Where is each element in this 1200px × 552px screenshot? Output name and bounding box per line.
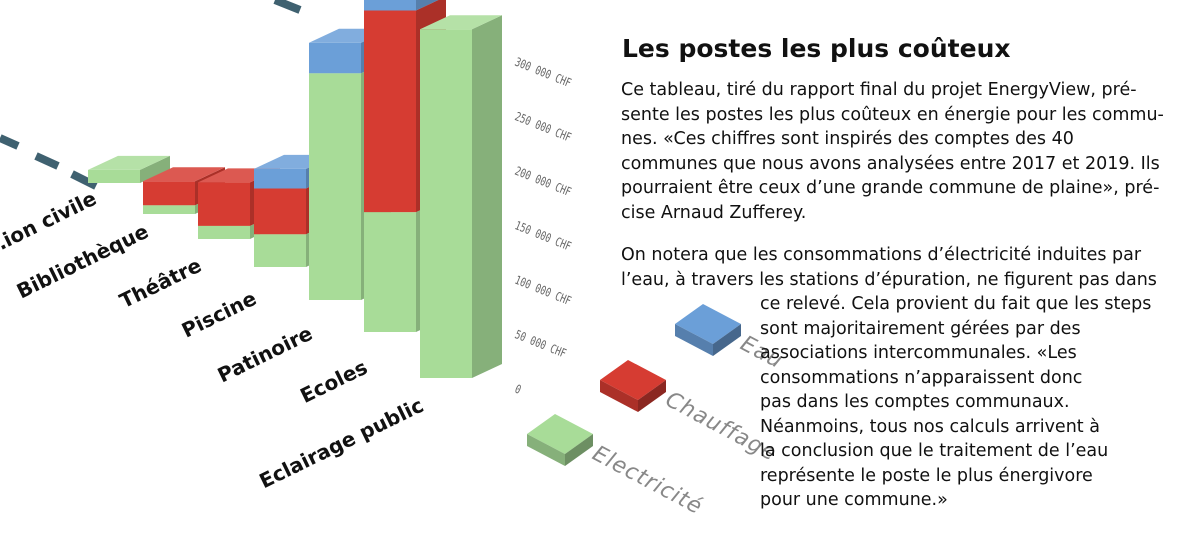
y-tick-label: 150 000 CHF (513, 219, 573, 254)
article-paragraph-2-bottom: ce relevé. Cela provient du fait que les… (760, 292, 1180, 513)
bar-electricite-patinoire (309, 73, 361, 300)
bar-chauffage-theatre (198, 182, 250, 226)
paragraph-2-line: sont majoritairement gérées par des (760, 318, 1081, 339)
legend-swatch (527, 414, 593, 454)
decor-dash (273, 0, 302, 14)
bar-top (420, 15, 502, 30)
paragraph-2-line: associations intercommunales. «Les (760, 343, 1077, 363)
paragraph-1-line: pourraient être ceux d’une grande commun… (621, 178, 1160, 198)
legend-swatch-side (713, 324, 741, 356)
y-tick-label: 250 000 CHF (513, 110, 573, 145)
category-label: Patinoire (214, 321, 316, 387)
legend-swatch-side (527, 434, 565, 466)
bar-side (140, 155, 170, 183)
legend-swatch-side (565, 434, 593, 466)
paragraph-1-line: cise Arnaud Zufferey. (621, 202, 807, 223)
bar-electricite-theatre (198, 225, 250, 239)
bar-electricite-bibliotheque (143, 205, 195, 214)
paragraph-2-line: la conclusion que le traitement de l’eau (760, 441, 1109, 461)
bar-electricite-ecoles (364, 212, 416, 332)
bar-electricite-ion-civile (88, 169, 140, 183)
article-paragraph-2-top: On notera que les consommations d’électr… (621, 243, 1196, 292)
bar-chauffage-piscine (254, 188, 306, 235)
paragraph-2-line: ce relevé. Cela provient du fait que les… (760, 294, 1152, 314)
category-label: Théâtre (116, 253, 206, 313)
bar-eau-patinoire (309, 42, 361, 74)
y-tick-label: 0 (513, 383, 523, 398)
category-label: Ecoles (296, 355, 371, 408)
article-paragraph-1: Ce tableau, tiré du rapport final du pro… (621, 78, 1196, 225)
legend-item-chauffage: Chauffage (600, 360, 781, 467)
paragraph-2-line: pour une commune.» (760, 490, 948, 510)
bar-top (88, 155, 170, 170)
paragraph-2-line: Néanmoins, tous nos calculs arrivent à (760, 416, 1100, 437)
decor-dash (0, 134, 20, 150)
bar-stack-eclairage-public (420, 15, 502, 378)
legend-swatch (675, 304, 741, 344)
decor-dash (70, 170, 98, 190)
paragraph-1-line: sente les postes les plus coûteux en éne… (621, 104, 1164, 125)
article-title: Les postes les plus coûteux (622, 34, 1011, 63)
paragraph-2-line: l’eau, à travers les stations d’épuratio… (621, 269, 1157, 290)
bar-side (416, 0, 439, 11)
bar-electricite-piscine (254, 234, 306, 267)
paragraph-1-line: Ce tableau, tiré du rapport final du pro… (621, 80, 1137, 100)
bar-electricite-eclairage-public (420, 29, 472, 378)
bar-eau-ecoles (364, 0, 416, 11)
bar-eau-piscine (254, 168, 306, 189)
legend-item-eau: Eau (675, 304, 787, 374)
bar-chauffage-bibliotheque (143, 181, 195, 206)
paragraph-2-line: représente le poste le plus énergivore (760, 465, 1093, 486)
category-label: Eclairage public (255, 393, 427, 493)
legend-swatch-side (638, 380, 666, 412)
legend-swatch (600, 360, 666, 400)
paragraph-2-line: pas dans les comptes communaux. (760, 392, 1070, 412)
paragraph-2-line: consommations n’apparaissent donc (760, 367, 1083, 388)
bar-side (472, 15, 502, 378)
paragraph-2-line: On notera que les consommations d’électr… (621, 245, 1142, 265)
paragraph-1-line: nes. «Ces chiffres sont inspirés des com… (621, 129, 1074, 149)
category-label: Piscine (178, 286, 260, 343)
legend-swatch-side (675, 324, 713, 356)
bar-chauffage-ecoles (364, 10, 416, 213)
paragraph-1-line: communes que nous avons analysées entre … (621, 153, 1160, 174)
legend-swatch-side (600, 380, 638, 412)
decor-dash (34, 152, 60, 170)
legend-item-electricite: Electricité (527, 414, 707, 520)
bar-top (143, 167, 225, 182)
legend-label: Electricité (588, 441, 706, 520)
bars (88, 0, 502, 378)
dashed-decoration (0, 0, 302, 190)
bar-stack-ion-civile (88, 155, 170, 183)
y-tick-label: 300 000 CHF (513, 56, 573, 91)
y-tick-label: 200 000 CHF (513, 165, 573, 200)
